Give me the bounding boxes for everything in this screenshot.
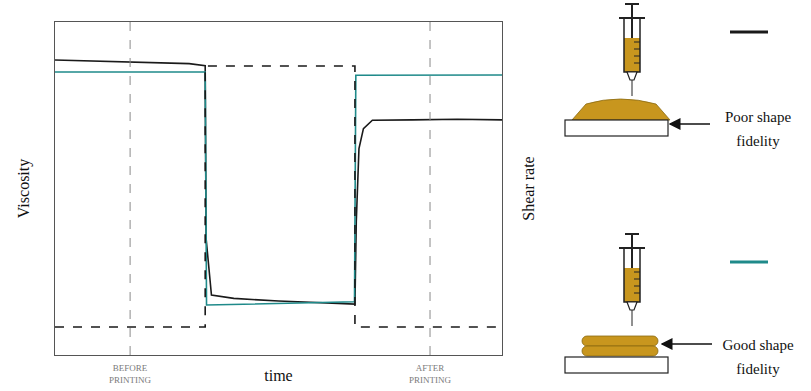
svg-text:BEFOREPRINTING: BEFOREPRINTING <box>109 363 151 385</box>
svg-text:fidelity: fidelity <box>736 133 780 149</box>
svg-text:Poor shape: Poor shape <box>725 109 792 125</box>
svg-text:Viscosity: Viscosity <box>15 159 33 218</box>
svg-text:Shear rate: Shear rate <box>520 156 537 220</box>
svg-text:Good shape: Good shape <box>722 337 794 353</box>
svg-text:fidelity: fidelity <box>736 361 780 377</box>
svg-text:time: time <box>264 367 292 384</box>
svg-text:AFTERPRINTING: AFTERPRINTING <box>409 363 451 385</box>
